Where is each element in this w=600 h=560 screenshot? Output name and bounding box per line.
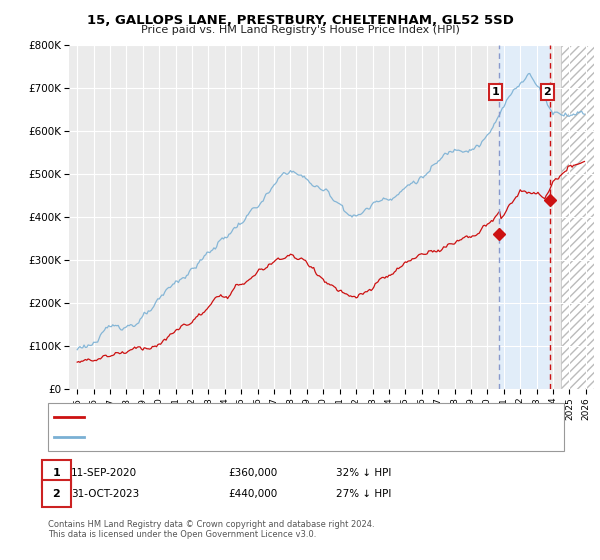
- Text: 27% ↓ HPI: 27% ↓ HPI: [336, 489, 391, 499]
- Text: Contains HM Land Registry data © Crown copyright and database right 2024.
This d: Contains HM Land Registry data © Crown c…: [48, 520, 374, 539]
- Text: £440,000: £440,000: [228, 489, 277, 499]
- Text: 11-SEP-2020: 11-SEP-2020: [71, 468, 137, 478]
- Bar: [561, 45, 600, 389]
- Text: 1: 1: [491, 87, 499, 97]
- Bar: [499, 45, 550, 389]
- Text: 1: 1: [53, 468, 60, 478]
- Text: 15, GALLOPS LANE, PRESTBURY, CHELTENHAM, GL52 5SD: 15, GALLOPS LANE, PRESTBURY, CHELTENHAM,…: [86, 14, 514, 27]
- Text: 31-OCT-2023: 31-OCT-2023: [71, 489, 139, 499]
- Text: 32% ↓ HPI: 32% ↓ HPI: [336, 468, 391, 478]
- Text: Price paid vs. HM Land Registry's House Price Index (HPI): Price paid vs. HM Land Registry's House …: [140, 25, 460, 35]
- Text: HPI: Average price, detached house, Cheltenham: HPI: Average price, detached house, Chel…: [90, 432, 331, 442]
- Text: 2: 2: [53, 489, 60, 499]
- Text: 15, GALLOPS LANE, PRESTBURY, CHELTENHAM, GL52 5SD (detached house): 15, GALLOPS LANE, PRESTBURY, CHELTENHAM,…: [90, 412, 462, 422]
- Text: £360,000: £360,000: [228, 468, 277, 478]
- Text: 2: 2: [544, 87, 551, 97]
- Bar: [561, 45, 600, 389]
